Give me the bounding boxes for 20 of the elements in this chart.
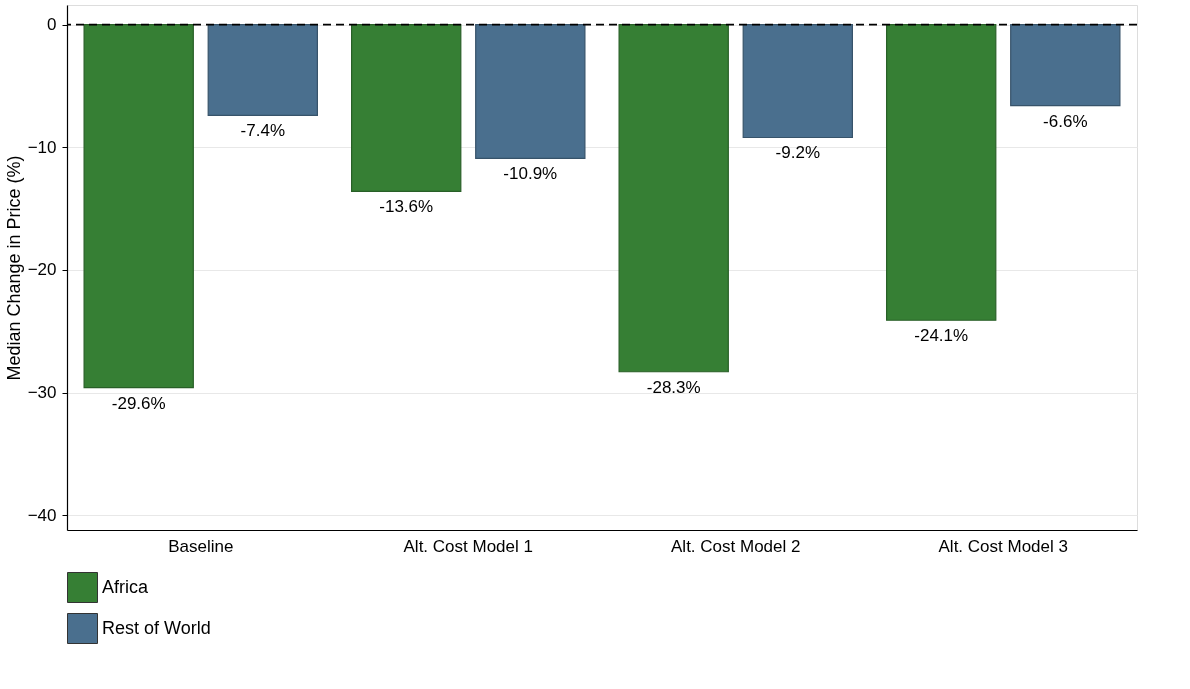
y-axis-title: Median Change in Price (%) [3, 155, 24, 381]
y-tick-label: −40 [27, 505, 57, 525]
x-tick-label: Alt. Cost Model 1 [403, 536, 533, 556]
legend-label: Africa [102, 576, 149, 597]
y-tick-label: 0 [47, 15, 57, 35]
y-tick-label: −30 [27, 383, 57, 403]
data-label: -29.6% [111, 393, 166, 413]
legend-label: Rest of World [102, 617, 211, 638]
data-label: -10.9% [503, 164, 558, 184]
x-tick-label: Alt. Cost Model 2 [671, 536, 801, 556]
data-label: -24.1% [914, 326, 969, 346]
data-label: -9.2% [775, 143, 821, 163]
y-tick-label: −20 [27, 260, 57, 280]
x-tick-label: Alt. Cost Model 3 [938, 536, 1068, 556]
data-label: -7.4% [240, 121, 286, 141]
y-tick-label: −10 [27, 137, 57, 157]
data-label: -28.3% [646, 377, 701, 397]
x-tick-label: Baseline [168, 536, 234, 556]
data-label: -13.6% [379, 197, 434, 217]
data-label: -6.6% [1043, 111, 1088, 131]
